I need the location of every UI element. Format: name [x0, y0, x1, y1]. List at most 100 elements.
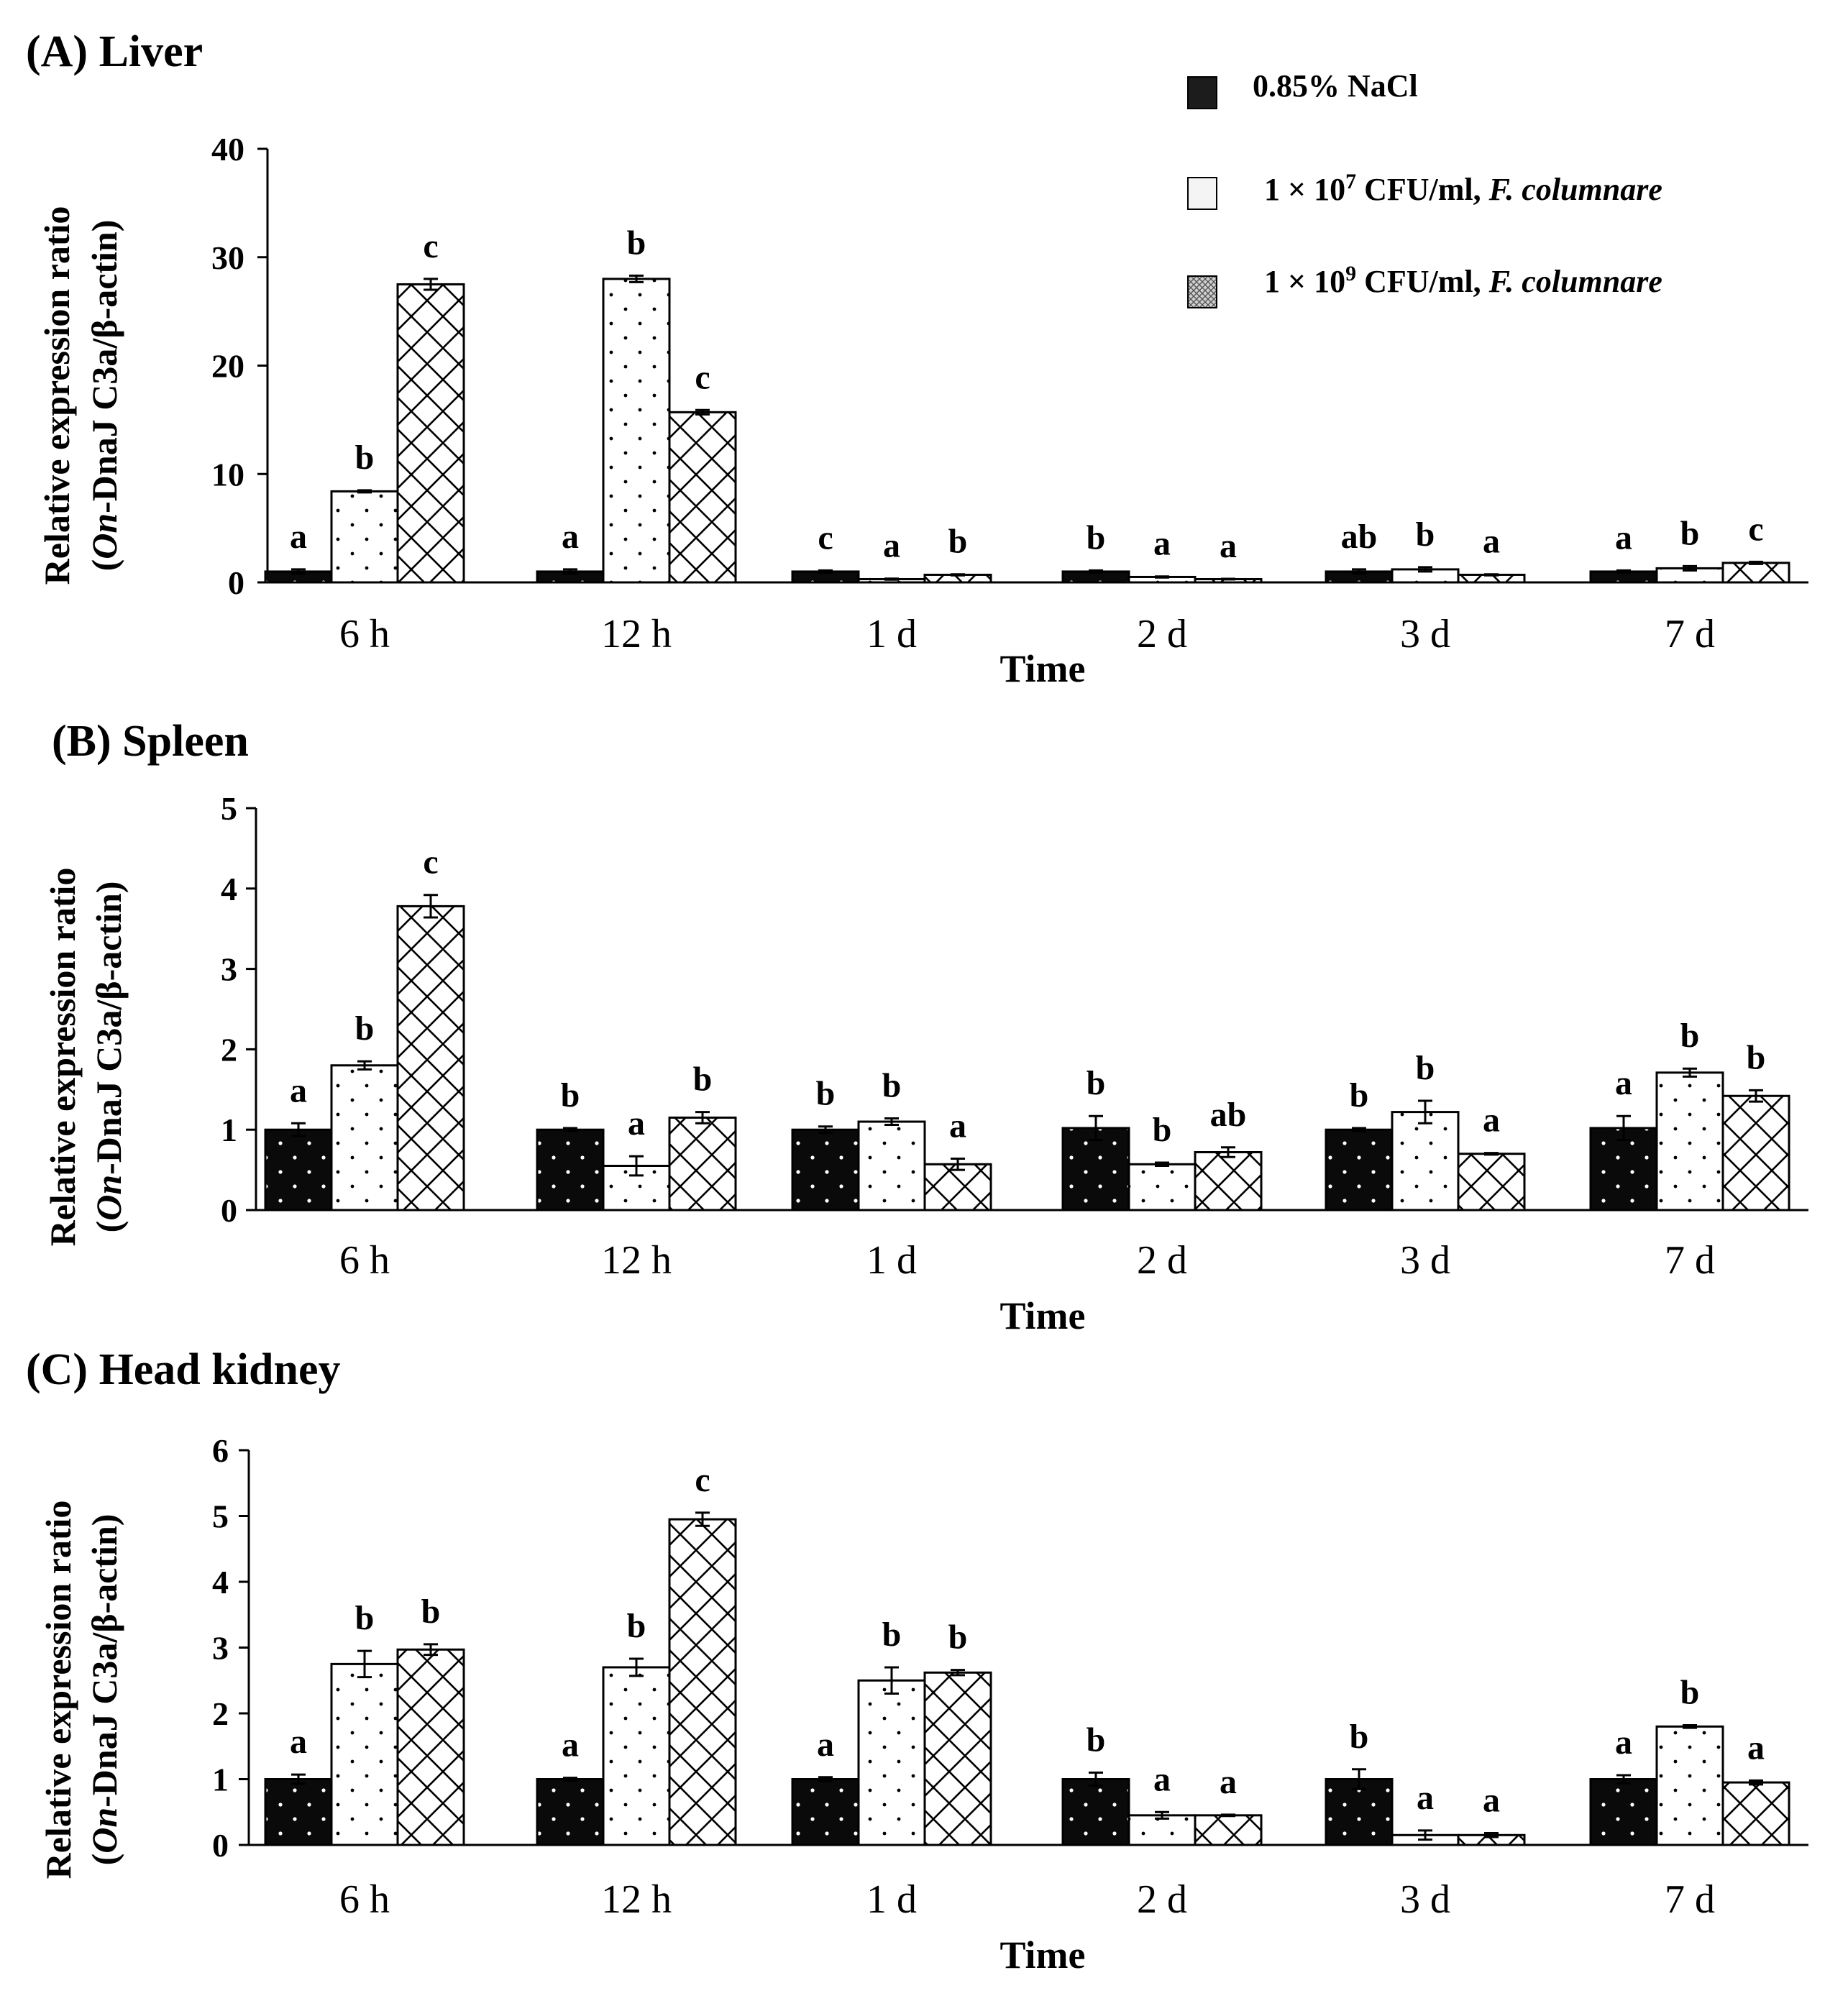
legend-swatch-low: [1187, 177, 1217, 210]
significance-letter: b: [1087, 1721, 1106, 1759]
bar-low: [1391, 1111, 1460, 1212]
significance-letter: a: [1417, 1779, 1434, 1817]
legend-label-high: 1 × 109 CFU/ml, F. columnare: [1264, 262, 1662, 300]
panel-head-kidney: (C) Head kidney 0 1 2 3 4 5 6 a a a b b a b b b a a b b c b a a…: [26, 1345, 1808, 1977]
significance-letter: a: [290, 1723, 307, 1761]
significance-letter: a: [1153, 525, 1171, 563]
significance-letter: b: [1153, 1111, 1172, 1149]
significance-letter: c: [423, 227, 438, 265]
y-axis-title-line1: Relative expression ratio: [37, 206, 77, 585]
significance-letter: c: [818, 518, 833, 557]
bar-high: [668, 411, 737, 584]
bar-nacl: [536, 1778, 605, 1846]
significance-letter: b: [882, 1616, 902, 1654]
bar-high: [396, 1648, 465, 1846]
significance-letter: b: [1087, 1064, 1106, 1102]
x-category-label: 6 h: [339, 612, 390, 656]
bar-nacl: [264, 1778, 333, 1846]
bar-nacl: [1325, 1128, 1394, 1212]
bar-nacl: [1589, 1127, 1658, 1212]
significance-letter: b: [561, 1076, 580, 1114]
y-tick-label: 20: [211, 348, 244, 385]
significance-letter: a: [817, 1726, 834, 1764]
y-axis-title-line2: (On-DnaJ C3a/β-actin): [88, 881, 129, 1233]
bar-nacl: [264, 1128, 333, 1212]
x-category-label: 7 d: [1665, 612, 1715, 656]
x-category-label: 1 d: [866, 1238, 917, 1283]
x-category-label: 3 d: [1400, 612, 1450, 656]
x-category-label: 1 d: [866, 1877, 917, 1922]
significance-letter: c: [695, 358, 710, 396]
significance-letter: a: [562, 518, 579, 556]
x-axis-title: Time: [1000, 1933, 1086, 1977]
panel-title: (A) Liver: [26, 27, 203, 76]
significance-letter: a: [949, 1107, 966, 1145]
bar-nacl: [1061, 1127, 1130, 1212]
bar-low: [330, 490, 399, 584]
x-category-label: 1 d: [866, 612, 917, 656]
significance-letter: b: [948, 1618, 968, 1657]
y-tick-label: 4: [221, 871, 237, 907]
y-tick-label: 4: [212, 1564, 229, 1600]
significance-letter: b: [627, 1607, 646, 1645]
bar-high: [923, 1671, 992, 1846]
significance-letter: c: [1748, 510, 1763, 548]
legend: 0.85% NaCl 1 × 107 CFU/ml, F. columnare …: [1187, 68, 1662, 308]
bar-nacl: [1325, 1778, 1394, 1846]
y-tick-label: 3: [212, 1630, 229, 1667]
significance-letter: c: [695, 1461, 710, 1499]
bar-high: [923, 1163, 992, 1212]
legend-label-low: 1 × 107 CFU/ml, F. columnare: [1264, 170, 1662, 208]
bar-low: [1127, 1814, 1197, 1846]
significance-letter: b: [1680, 1673, 1700, 1711]
bar-high: [396, 904, 465, 1212]
significance-letter: a: [1483, 1782, 1500, 1820]
x-category-label: 12 h: [601, 1238, 672, 1283]
bar-low: [1127, 1163, 1197, 1212]
y-tick-label: 0: [221, 1192, 237, 1229]
y-axis-title-line2: (On-DnaJ C3a/β-actin): [84, 220, 124, 572]
significance-letter: c: [423, 843, 438, 881]
significance-letter: a: [628, 1104, 645, 1142]
significance-letter: b: [1416, 516, 1435, 554]
significance-letter: a: [1615, 518, 1632, 557]
panel-title: (B) Spleen: [52, 717, 249, 766]
significance-letter: a: [1483, 523, 1500, 561]
significance-letter: a: [1483, 1102, 1500, 1140]
bar-low: [857, 1679, 926, 1846]
x-category-label: 6 h: [339, 1238, 390, 1283]
x-category-label: 6 h: [339, 1877, 390, 1922]
y-tick-label: 1: [212, 1762, 229, 1798]
y-tick-label: 2: [212, 1695, 229, 1732]
significance-letter: b: [882, 1067, 902, 1105]
bar-nacl: [791, 1128, 860, 1212]
bar-high: [1721, 1781, 1790, 1846]
bar-nacl: [791, 1778, 860, 1846]
significance-letter: b: [1350, 1718, 1369, 1756]
x-category-label: 7 d: [1665, 1238, 1715, 1283]
y-tick-label: 2: [221, 1031, 237, 1068]
bar-low: [602, 278, 671, 584]
bar-high: [1194, 1151, 1263, 1212]
bar-high: [1721, 562, 1790, 584]
y-tick-label: 5: [212, 1498, 229, 1535]
significance-letter: b: [421, 1593, 441, 1631]
legend-swatch-nacl: [1187, 76, 1217, 109]
significance-letter: b: [1680, 1017, 1700, 1055]
y-tick-label: 30: [211, 239, 244, 276]
y-axis-title-line2: (On-DnaJ C3a/β-actin): [84, 1514, 124, 1866]
y-axis-title-line1: Relative expression ratio: [38, 1501, 78, 1879]
significance-letter: a: [1615, 1064, 1632, 1102]
significance-letter: b: [1680, 514, 1700, 552]
significance-letter: b: [1350, 1076, 1369, 1114]
y-tick-label: 3: [221, 951, 237, 988]
bar-nacl: [1061, 1778, 1130, 1846]
y-axis-title-line1: Relative expression ratio: [42, 868, 83, 1247]
significance-letter: a: [1153, 1760, 1171, 1798]
bar-high: [1194, 1814, 1263, 1846]
bar-high: [396, 283, 465, 584]
significance-letter: b: [627, 224, 646, 262]
y-tick-label: 6: [212, 1432, 229, 1469]
